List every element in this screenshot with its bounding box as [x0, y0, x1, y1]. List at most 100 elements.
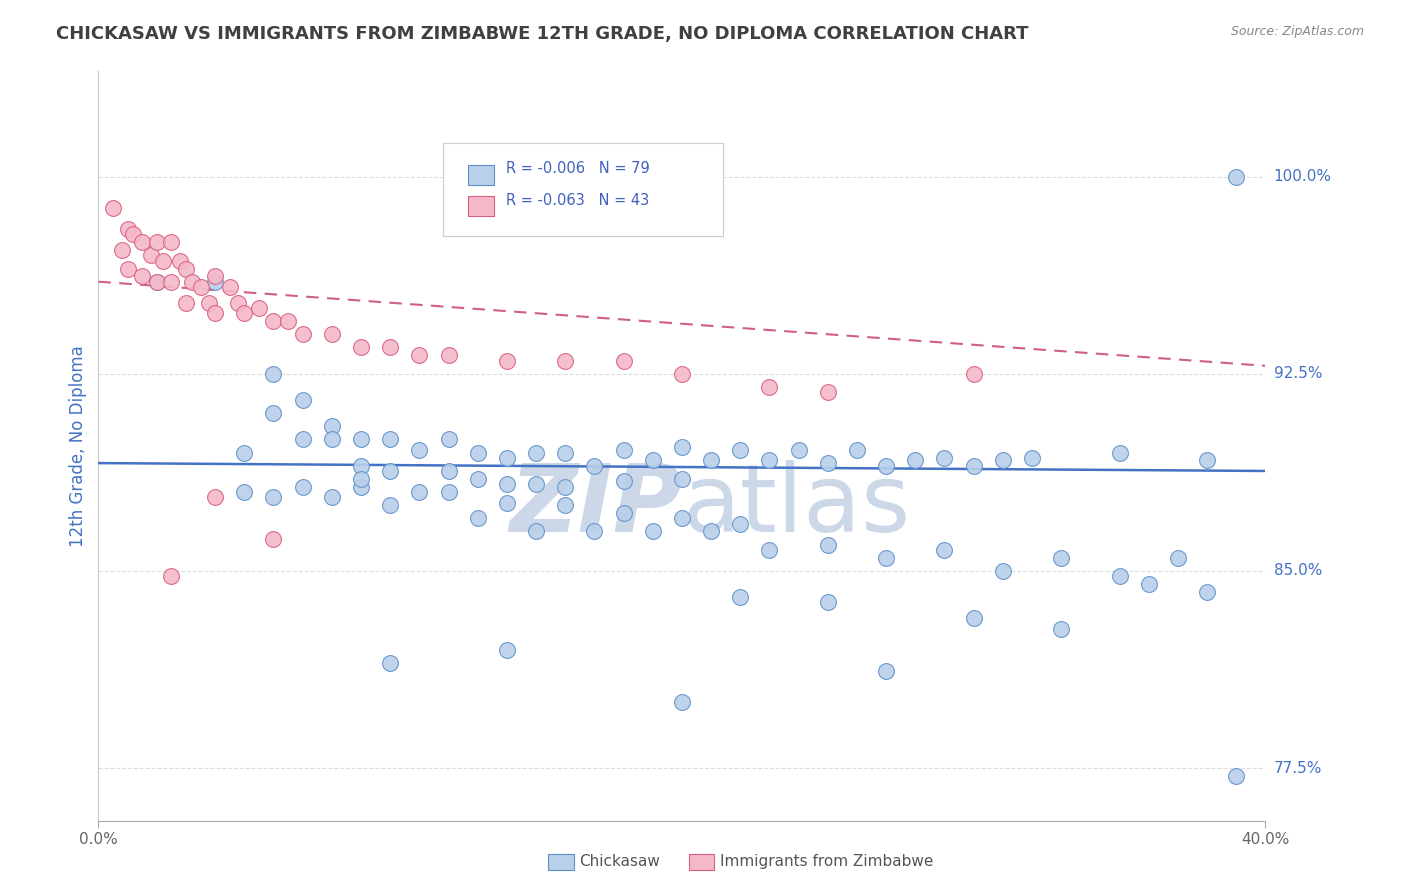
- Point: [262, 314, 284, 328]
- Point: [174, 295, 197, 310]
- Point: [160, 569, 183, 583]
- Point: [380, 464, 402, 478]
- Point: [408, 442, 430, 457]
- Point: [758, 542, 780, 557]
- Point: [758, 453, 780, 467]
- Point: [247, 301, 270, 315]
- Text: R = -0.006   N = 79: R = -0.006 N = 79: [506, 161, 650, 177]
- Point: [408, 348, 430, 362]
- Point: [350, 433, 373, 447]
- Point: [554, 445, 576, 459]
- Point: [524, 477, 547, 491]
- Point: [437, 485, 460, 500]
- Text: ZIP: ZIP: [509, 460, 682, 552]
- Point: [583, 524, 606, 539]
- Point: [262, 490, 284, 504]
- Point: [321, 419, 343, 434]
- Point: [291, 327, 314, 342]
- Point: [380, 498, 402, 512]
- Point: [554, 498, 576, 512]
- Point: [350, 472, 373, 486]
- Point: [380, 340, 402, 354]
- Point: [467, 445, 489, 459]
- Point: [875, 664, 897, 678]
- Point: [139, 248, 162, 262]
- Point: [277, 314, 299, 328]
- Point: [730, 516, 752, 531]
- Point: [730, 442, 752, 457]
- Point: [291, 480, 314, 494]
- Point: [671, 472, 693, 486]
- Point: [787, 442, 810, 457]
- Text: Source: ZipAtlas.com: Source: ZipAtlas.com: [1230, 25, 1364, 38]
- Text: CHICKASAW VS IMMIGRANTS FROM ZIMBABWE 12TH GRADE, NO DIPLOMA CORRELATION CHART: CHICKASAW VS IMMIGRANTS FROM ZIMBABWE 12…: [56, 25, 1029, 43]
- Point: [641, 524, 664, 539]
- Point: [467, 472, 489, 486]
- Point: [991, 453, 1014, 467]
- Point: [875, 550, 897, 565]
- Point: [233, 445, 256, 459]
- Point: [554, 480, 576, 494]
- Point: [524, 445, 547, 459]
- Bar: [468, 165, 494, 185]
- Point: [122, 227, 145, 242]
- Point: [350, 340, 373, 354]
- Point: [962, 611, 984, 625]
- Point: [291, 392, 314, 407]
- Point: [437, 433, 460, 447]
- Point: [904, 453, 927, 467]
- Point: [612, 353, 634, 368]
- Point: [380, 433, 402, 447]
- Point: [350, 480, 373, 494]
- Point: [291, 433, 314, 447]
- Point: [198, 295, 221, 310]
- FancyBboxPatch shape: [443, 143, 723, 236]
- Point: [180, 275, 202, 289]
- Point: [612, 506, 634, 520]
- Point: [612, 475, 634, 489]
- Point: [1225, 169, 1247, 184]
- Point: [228, 295, 250, 310]
- Point: [1195, 585, 1218, 599]
- Point: [467, 511, 489, 525]
- Point: [846, 442, 869, 457]
- Point: [934, 542, 956, 557]
- Point: [204, 275, 226, 289]
- Y-axis label: 12th Grade, No Diploma: 12th Grade, No Diploma: [69, 345, 87, 547]
- Point: [524, 524, 547, 539]
- Point: [496, 642, 519, 657]
- Point: [730, 590, 752, 604]
- Point: [496, 495, 519, 509]
- Point: [583, 458, 606, 473]
- Point: [700, 453, 723, 467]
- Point: [1050, 622, 1073, 636]
- Point: [962, 367, 984, 381]
- Point: [169, 253, 191, 268]
- Point: [1195, 453, 1218, 467]
- Point: [1050, 550, 1073, 565]
- Text: R = -0.063   N = 43: R = -0.063 N = 43: [506, 193, 650, 208]
- Point: [875, 458, 897, 473]
- Text: 92.5%: 92.5%: [1274, 367, 1322, 381]
- Point: [612, 442, 634, 457]
- Point: [111, 243, 134, 257]
- Point: [700, 524, 723, 539]
- Point: [233, 485, 256, 500]
- Point: [160, 235, 183, 250]
- Point: [204, 269, 226, 284]
- Point: [817, 385, 839, 400]
- Point: [671, 695, 693, 709]
- Text: 100.0%: 100.0%: [1274, 169, 1331, 184]
- Point: [671, 440, 693, 454]
- Point: [350, 458, 373, 473]
- Point: [152, 253, 174, 268]
- Text: atlas: atlas: [682, 460, 910, 552]
- Point: [758, 380, 780, 394]
- Point: [117, 222, 139, 236]
- Text: 77.5%: 77.5%: [1274, 761, 1322, 775]
- Point: [174, 261, 197, 276]
- Point: [262, 406, 284, 420]
- Point: [991, 564, 1014, 578]
- Point: [408, 485, 430, 500]
- Point: [1021, 450, 1043, 465]
